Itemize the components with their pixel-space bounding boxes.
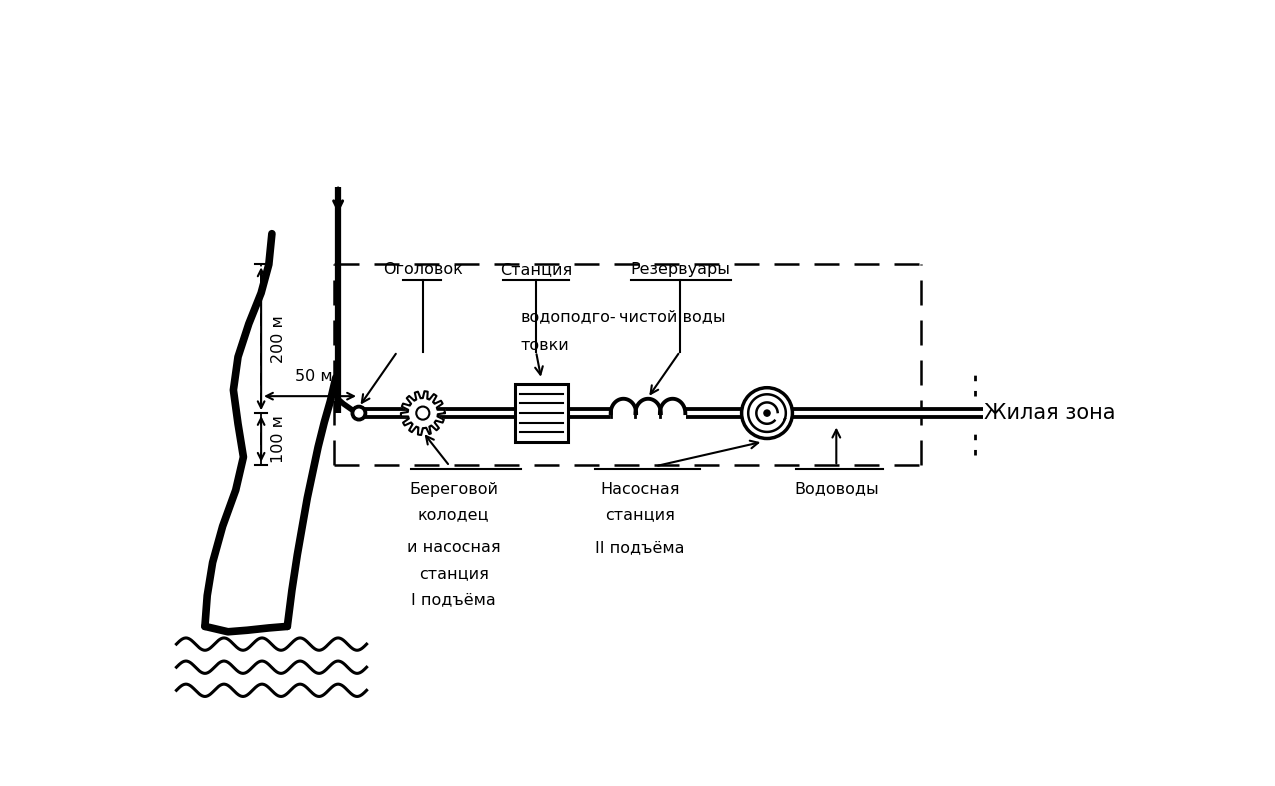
Text: Береговой: Береговой xyxy=(409,482,499,497)
Polygon shape xyxy=(660,399,686,419)
Polygon shape xyxy=(635,399,660,419)
Text: и насосная: и насосная xyxy=(407,540,500,555)
Circle shape xyxy=(354,410,363,417)
Text: чистой воды: чистой воды xyxy=(620,309,725,324)
Text: 50 м: 50 м xyxy=(295,369,333,384)
Polygon shape xyxy=(611,399,636,419)
Text: I подъёма: I подъёма xyxy=(412,593,496,608)
Text: водоподго-: водоподго- xyxy=(520,309,616,324)
Text: Жилая зона: Жилая зона xyxy=(984,403,1116,423)
Text: станция: станция xyxy=(606,507,674,522)
Text: колодец: колодец xyxy=(418,507,490,522)
Circle shape xyxy=(351,406,367,421)
Text: 200 м: 200 м xyxy=(272,315,286,362)
Circle shape xyxy=(764,410,770,416)
Text: товки: товки xyxy=(520,338,570,353)
Bar xyxy=(515,384,567,442)
Text: Насосная: Насосная xyxy=(601,482,680,497)
Text: Станция: Станция xyxy=(500,262,572,277)
Circle shape xyxy=(742,387,793,439)
Text: Резервуары: Резервуары xyxy=(630,262,731,277)
Text: II подъёма: II подъёма xyxy=(595,540,685,555)
Text: станция: станция xyxy=(418,567,488,582)
Text: Водоводы: Водоводы xyxy=(794,482,878,497)
Text: 100 м: 100 м xyxy=(272,415,286,463)
Text: Оголовок: Оголовок xyxy=(382,262,463,277)
Circle shape xyxy=(416,406,430,420)
Polygon shape xyxy=(400,391,445,435)
